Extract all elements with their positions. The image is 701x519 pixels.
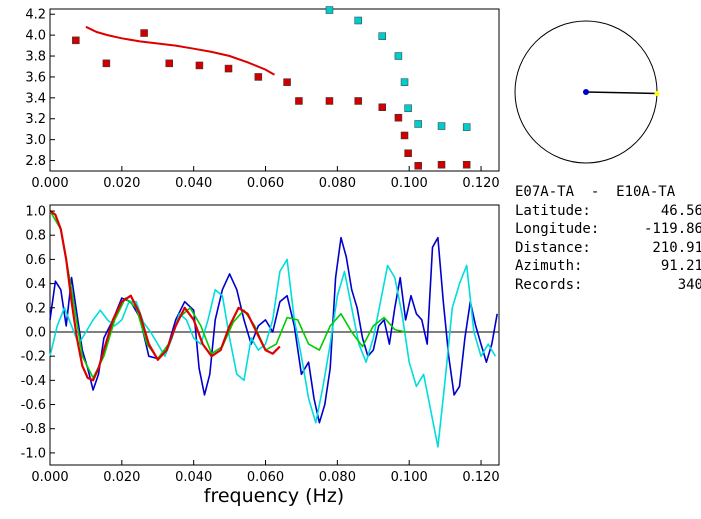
coherence-x-tick-label: 0.040 xyxy=(175,470,212,485)
dispersion-point-s1-2 xyxy=(378,32,387,40)
dispersion-x-tick-label: 0.100 xyxy=(391,176,428,191)
coherence-y-tick-label: 1.0 xyxy=(25,205,46,220)
dispersion-x-tick-label: 0.000 xyxy=(31,176,68,191)
records-row: Records: 340 xyxy=(515,276,701,295)
dispersion-curve-line xyxy=(85,25,276,76)
coherence-plot xyxy=(49,210,499,448)
dispersion-point-s1-6 xyxy=(414,120,422,128)
records-label: Records: xyxy=(515,276,583,293)
azimuth-row: Azimuth: 91.21 xyxy=(515,257,701,276)
coherence-y-tick-label: -0.8 xyxy=(21,422,46,437)
longitude-value: -119.86 xyxy=(643,221,701,237)
station-pair-title: E07A-TA - E10A-TA xyxy=(515,184,676,200)
dispersion-point-s1-1 xyxy=(354,16,362,25)
coherence-y-tick-label: -0.6 xyxy=(21,398,46,413)
azimuth-diagram xyxy=(514,20,660,164)
azimuth-end-marker xyxy=(654,90,660,96)
dispersion-x-tick-label: 0.080 xyxy=(319,176,356,191)
longitude-label: Longitude: xyxy=(515,221,600,237)
dispersion-point-s0-5 xyxy=(224,64,233,73)
coherence-y-tick-label: -0.2 xyxy=(21,350,46,365)
latitude-value: 46.56 xyxy=(660,202,701,219)
dispersion-point-s0-13 xyxy=(400,131,409,140)
coherence-y-tick-label: 0.6 xyxy=(25,253,46,268)
coherence-y-tick-label: 0.4 xyxy=(25,277,46,292)
azimuth-value: 91.21 xyxy=(660,258,701,274)
dispersion-point-s0-14 xyxy=(404,149,412,157)
dispersion-point-s0-1 xyxy=(102,59,111,68)
red-fit-line xyxy=(49,210,281,382)
dispersion-x-ticks: 0.000 0.020 0.040 0.060 0.080 0.100 0.120 xyxy=(31,166,500,191)
x-axis-title: frequency (Hz) xyxy=(204,485,344,507)
longitude-row: Longitude: -119.86 xyxy=(515,220,701,239)
dispersion-point-s1-7 xyxy=(437,122,446,130)
dispersion-point-s0-9 xyxy=(325,97,334,105)
coherence-y-tick-label: -1.0 xyxy=(21,446,46,461)
dispersion-point-s0-0 xyxy=(72,36,80,45)
latitude-row: Latitude: 46.56 xyxy=(515,202,701,221)
dispersion-point-s0-3 xyxy=(165,59,174,68)
coherence-y-tick-label: 0.2 xyxy=(25,301,46,316)
coherence-y-tick-label: 0.0 xyxy=(25,325,46,340)
green-model-line xyxy=(49,210,406,379)
dispersion-point-s0-2 xyxy=(140,29,148,37)
dispersion-x-tick-label: 0.040 xyxy=(175,176,212,191)
dispersion-y-tick-label: 3.8 xyxy=(25,50,46,65)
blue-coherence-line xyxy=(49,236,498,424)
dispersion-point-s0-7 xyxy=(283,78,291,86)
coherence-plot-frame xyxy=(49,204,500,466)
coherence-x-tick-label: 0.020 xyxy=(103,470,140,485)
dispersion-point-s0-17 xyxy=(462,160,471,169)
dispersion-point-s0-12 xyxy=(394,113,403,122)
dispersion-point-s0-8 xyxy=(295,97,303,105)
dispersion-point-s0-11 xyxy=(378,103,387,111)
coherence-x-ticks: 0.000 0.020 0.040 0.060 0.080 0.100 0.120 xyxy=(31,460,500,485)
dispersion-x-tick-label: 0.120 xyxy=(462,176,499,191)
distance-label: Distance: xyxy=(515,239,591,256)
dispersion-point-s1-8 xyxy=(462,123,471,131)
latitude-label: Latitude: xyxy=(515,202,591,219)
dispersion-x-tick-label: 0.060 xyxy=(247,176,284,191)
distance-value: 210.91 xyxy=(652,239,701,256)
dispersion-point-s0-15 xyxy=(414,162,422,170)
dispersion-x-tick-label: 0.020 xyxy=(103,176,140,191)
dispersion-y-tick-label: 3.2 xyxy=(25,112,46,127)
dispersion-y-tick-label: 4.2 xyxy=(25,8,46,23)
dispersion-y-tick-label: 4.0 xyxy=(25,29,46,44)
coherence-x-tick-label: 0.060 xyxy=(247,470,284,485)
azimuth-line xyxy=(585,91,658,95)
coherence-x-tick-label: 0.080 xyxy=(319,470,356,485)
dispersion-point-s1-5 xyxy=(404,104,412,113)
dispersion-point-s1-4 xyxy=(400,78,409,86)
dispersion-point-s1-3 xyxy=(394,52,403,60)
azimuth-origin-marker xyxy=(583,89,589,95)
coherence-y-tick-label: -0.4 xyxy=(21,374,46,389)
station-info-panel: E07A-TA - E10A-TA Latitude: 46.56 Longit… xyxy=(515,183,701,294)
dispersion-y-tick-label: 3.6 xyxy=(25,70,46,85)
dispersion-point-s0-4 xyxy=(195,61,204,70)
coherence-y-ticks: 1.0 0.8 0.6 0.4 0.2 0.0 -0.2 -0.4 -0.6 -0.8 -1.0 xyxy=(21,205,55,461)
cyan-coherence-line xyxy=(49,258,497,448)
azimuth-label: Azimuth: xyxy=(515,258,583,274)
dispersion-point-s1-0 xyxy=(325,6,334,14)
dispersion-point-s0-10 xyxy=(354,97,362,105)
coherence-y-tick-label: 0.8 xyxy=(25,229,46,244)
dispersion-y-ticks: 2.8 3.0 3.2 3.4 3.6 3.8 4.0 4.2 xyxy=(25,8,55,169)
distance-row: Distance: 210.91 xyxy=(515,239,701,258)
dispersion-y-tick-label: 2.8 xyxy=(25,154,46,169)
dispersion-point-s0-16 xyxy=(437,160,446,169)
dispersion-y-tick-label: 3.0 xyxy=(25,133,46,148)
coherence-x-tick-label: 0.000 xyxy=(31,470,68,485)
dispersion-plot xyxy=(72,6,471,170)
dispersion-y-tick-label: 3.4 xyxy=(25,91,46,106)
records-value: 340 xyxy=(677,276,701,293)
coherence-x-tick-label: 0.120 xyxy=(462,470,499,485)
coherence-x-tick-label: 0.100 xyxy=(391,470,428,485)
dispersion-plot-frame xyxy=(49,8,500,172)
dispersion-point-s0-6 xyxy=(254,73,263,81)
